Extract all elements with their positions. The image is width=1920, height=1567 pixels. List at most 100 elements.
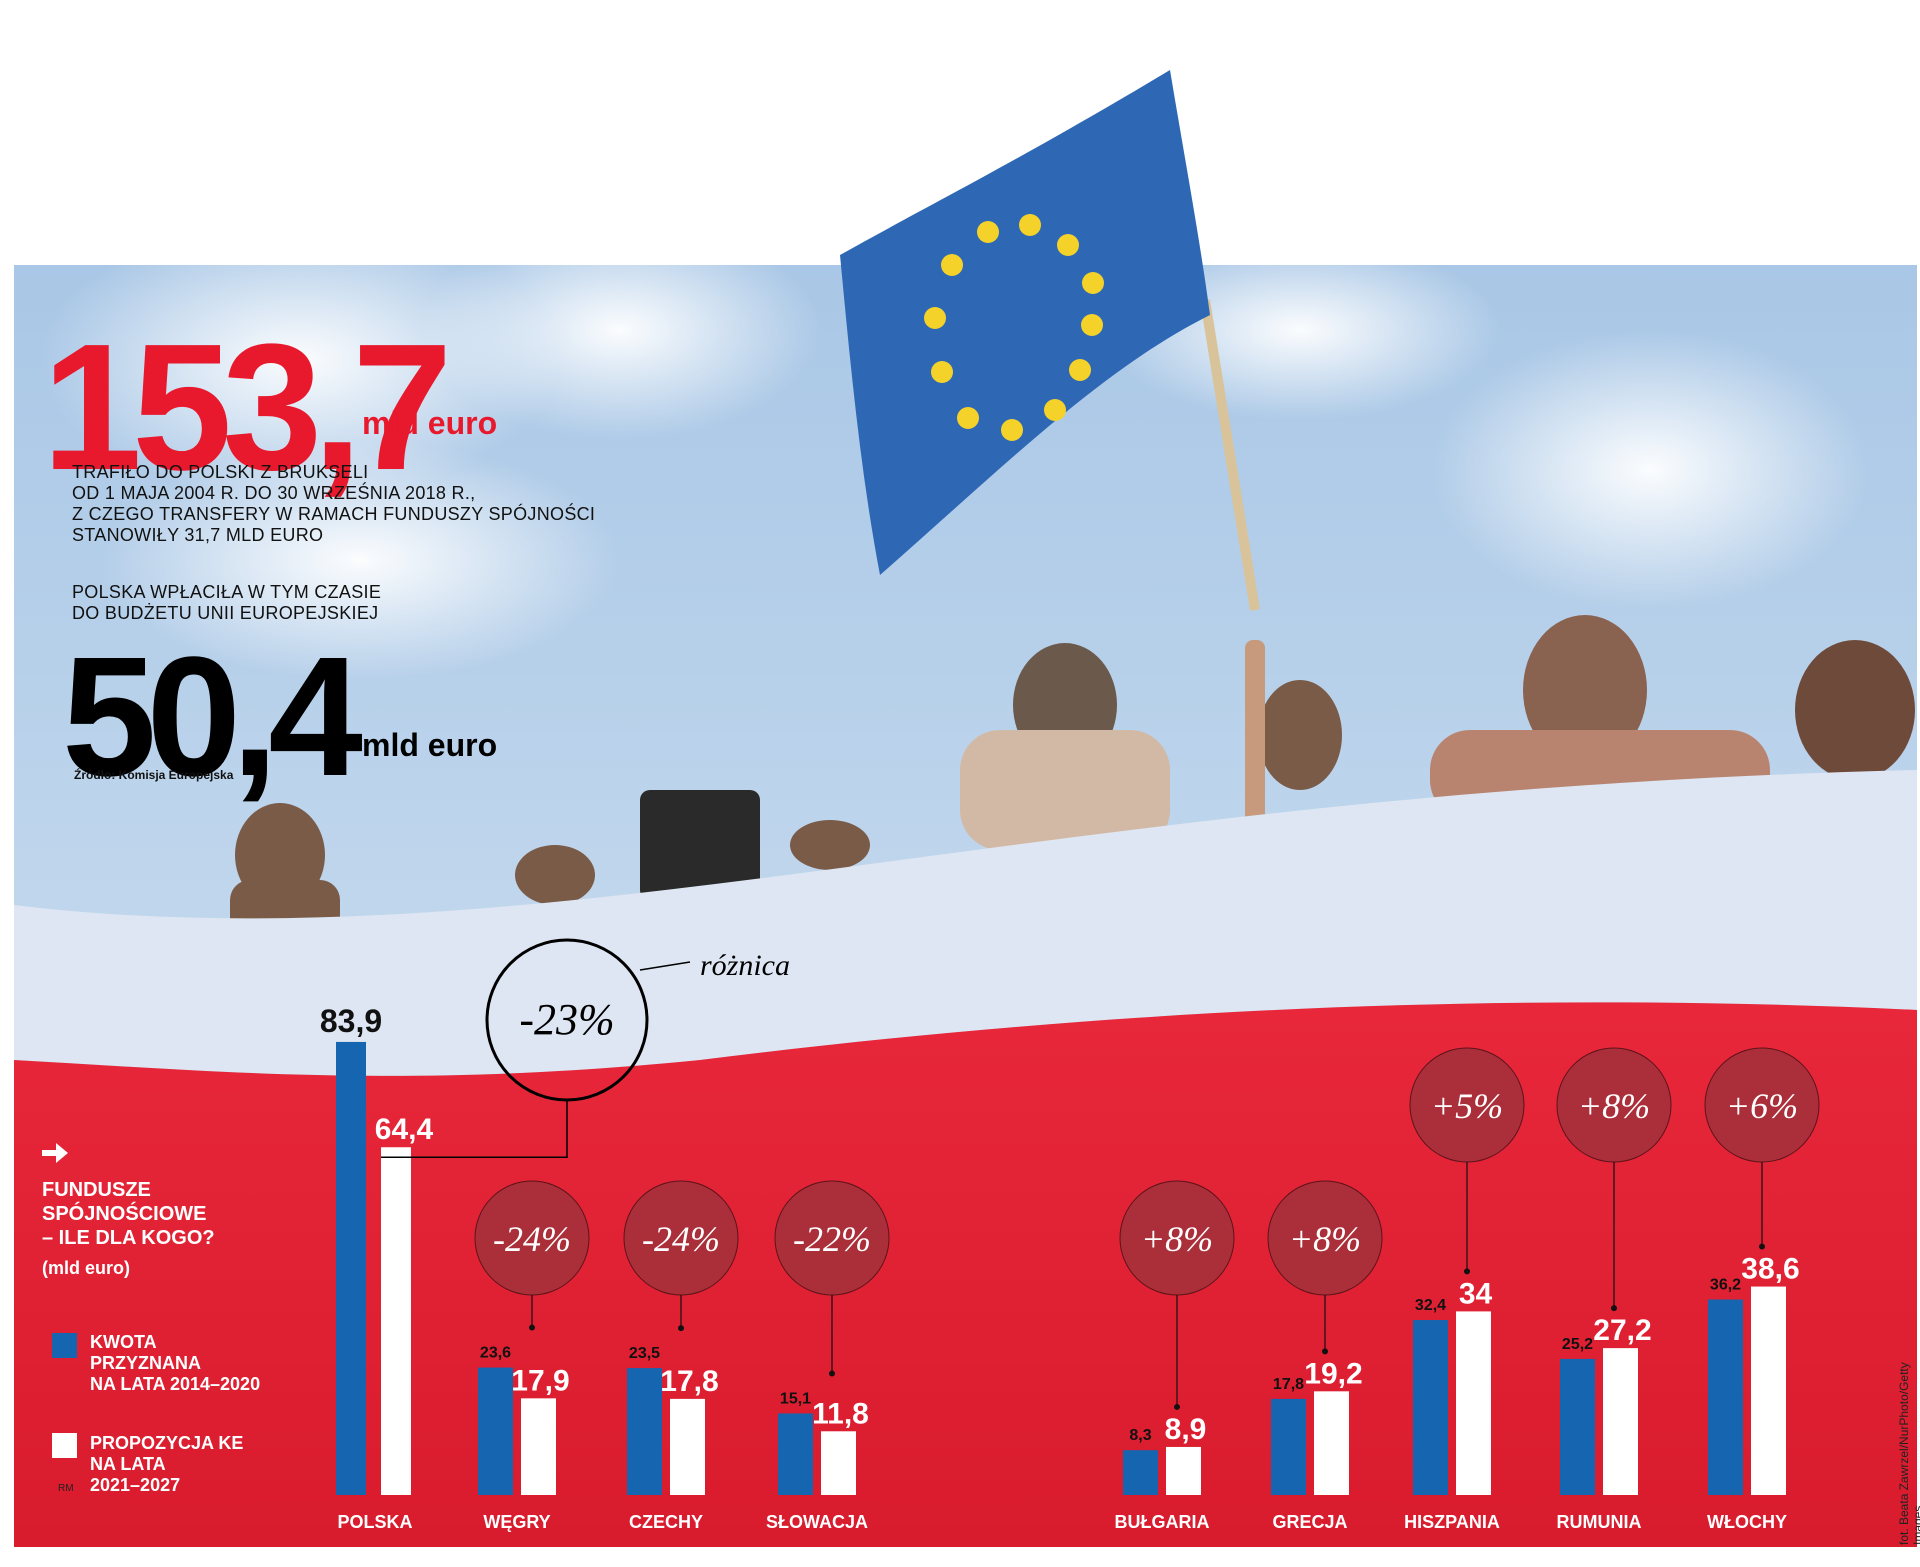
paid-value: 50,4 — [62, 622, 363, 812]
category-label: WŁOCHY — [1707, 1512, 1787, 1532]
data-label-allocated: 8,3 — [1129, 1427, 1151, 1444]
legend-label-line: 2021–2027 — [90, 1475, 181, 1495]
difference-label: -22% — [793, 1219, 871, 1259]
category-label: POLSKA — [337, 1512, 412, 1532]
data-label-proposal: 38,6 — [1741, 1253, 1799, 1286]
headline-value: 153,7 — [42, 307, 452, 508]
category-label: RUMUNIA — [1557, 1512, 1642, 1532]
paid-description: POLSKA WPŁACIŁA W TYM CZASIE DO BUDŻETU … — [72, 582, 381, 624]
headline-description-line: TRAFIŁO DO POLSKI Z BRUKSELI — [72, 462, 369, 482]
category-label: WĘGRY — [483, 1512, 550, 1532]
data-label-allocated: 23,6 — [480, 1345, 511, 1362]
data-label-proposal: 19,2 — [1304, 1357, 1362, 1390]
legend-title: FUNDUSZE SPÓJNOŚCIOWE – ILE DLA KOGO? — [42, 1178, 215, 1250]
bar-allocated — [478, 1367, 513, 1495]
difference-label: +8% — [1578, 1086, 1650, 1126]
bar-allocated — [1708, 1299, 1743, 1495]
eu-flag — [840, 70, 1210, 575]
data-label-proposal: 34 — [1459, 1277, 1493, 1310]
leader-dot — [1759, 1243, 1765, 1250]
annotation-label: różnica — [700, 949, 790, 982]
paid-description-line: DO BUDŻETU UNII EUROPEJSKIEJ — [72, 603, 379, 623]
legend-label-line: PRZYZNANA — [90, 1353, 201, 1373]
difference-label: -24% — [493, 1219, 571, 1259]
bar-allocated — [778, 1413, 813, 1495]
data-label-allocated: 17,8 — [1273, 1376, 1304, 1393]
bar-allocated — [1413, 1320, 1448, 1495]
data-label-proposal: 27,2 — [1593, 1314, 1651, 1347]
bar-allocated — [336, 1041, 366, 1495]
headline-description-line: STANOWIŁY 31,7 MLD EURO — [72, 525, 324, 545]
leader-dot — [829, 1370, 835, 1377]
data-label-allocated: 15,1 — [780, 1390, 811, 1407]
bar-proposal — [821, 1431, 856, 1495]
difference-label: +6% — [1726, 1086, 1798, 1126]
legend-unit: (mld euro) — [42, 1258, 130, 1278]
legend-title-line: FUNDUSZE — [42, 1179, 151, 1201]
source-note: Źródło: Komisja Europejska — [74, 768, 234, 782]
category-label: CZECHY — [629, 1512, 703, 1532]
leader-line — [381, 1100, 568, 1158]
bar-proposal — [1166, 1446, 1201, 1495]
headline-description-line: OD 1 MAJA 2004 R. DO 30 WRZEŚNIA 2018 R.… — [72, 483, 476, 503]
legend-swatch-allocated — [52, 1333, 77, 1358]
annotation-leader — [639, 961, 691, 971]
category-label: HISZPANIA — [1404, 1512, 1500, 1532]
cloud — [100, 440, 620, 680]
bar-proposal — [1314, 1391, 1349, 1495]
leader-dot — [1464, 1268, 1470, 1275]
leader-dot — [529, 1324, 535, 1331]
data-label-proposal: 64,4 — [375, 1113, 434, 1146]
arrow-right-icon — [42, 1143, 68, 1163]
legend-title-line: SPÓJNOŚCIOWE — [42, 1203, 207, 1225]
headline-unit: mld euro — [362, 405, 498, 441]
legend-label-line: NA LATA 2014–2020 — [90, 1374, 261, 1394]
bar-allocated — [1271, 1398, 1306, 1495]
headline-description: TRAFIŁO DO POLSKI Z BRUKSELI OD 1 MAJA 2… — [72, 462, 595, 546]
data-label-allocated: 36,2 — [1710, 1277, 1741, 1294]
crowd — [230, 615, 1915, 940]
bar-proposal — [381, 1147, 411, 1495]
data-label-allocated: 23,5 — [629, 1345, 660, 1362]
leader-dot — [1611, 1305, 1617, 1312]
data-label-proposal: 17,8 — [660, 1365, 718, 1398]
paid-unit: mld euro — [362, 727, 498, 763]
bar-allocated — [627, 1368, 662, 1495]
difference-label: +5% — [1431, 1086, 1503, 1126]
bar-allocated — [1123, 1450, 1158, 1495]
flag-pole — [1200, 299, 1260, 611]
difference-label: +8% — [1141, 1219, 1213, 1259]
paid-description-line: POLSKA WPŁACIŁA W TYM CZASIE — [72, 582, 382, 602]
legend-label-allocated: KWOTA PRZYZNANA NA LATA 2014–2020 — [90, 1332, 260, 1395]
leader-dot — [1322, 1348, 1328, 1355]
data-label-allocated: 25,2 — [1562, 1336, 1593, 1353]
eu-flag-stars — [924, 214, 1104, 441]
bar-proposal — [521, 1398, 556, 1495]
bar-allocated — [1560, 1358, 1595, 1495]
leader-dot — [1174, 1403, 1180, 1410]
bar-proposal — [670, 1398, 705, 1495]
bar-proposal — [1456, 1311, 1491, 1495]
difference-label: +8% — [1289, 1219, 1361, 1259]
legend-label-proposal: PROPOZYCJA KE NA LATA 2021–2027 — [90, 1433, 243, 1496]
legend-swatch-proposal — [52, 1433, 77, 1458]
leader-dot — [678, 1325, 684, 1332]
difference-label: -23% — [519, 995, 614, 1044]
data-label-allocated: 83,9 — [320, 1003, 382, 1039]
legend-label-line: NA LATA — [90, 1454, 166, 1474]
author-initials: RM — [58, 1483, 74, 1494]
difference-label: -24% — [642, 1219, 720, 1259]
legend-label-line: KWOTA — [90, 1332, 157, 1352]
legend-label-line: PROPOZYCJA KE — [90, 1433, 244, 1453]
category-label: GRECJA — [1272, 1512, 1347, 1532]
data-label-allocated: 32,4 — [1415, 1297, 1446, 1314]
bar-proposal — [1603, 1348, 1638, 1495]
cloud — [40, 220, 560, 500]
bar-proposal — [1751, 1286, 1786, 1495]
data-label-proposal: 8,9 — [1165, 1413, 1207, 1446]
data-label-proposal: 11,8 — [812, 1397, 869, 1430]
cloud — [1430, 330, 1870, 610]
legend-title-line: – ILE DLA KOGO? — [42, 1227, 215, 1249]
cloud — [420, 220, 820, 440]
